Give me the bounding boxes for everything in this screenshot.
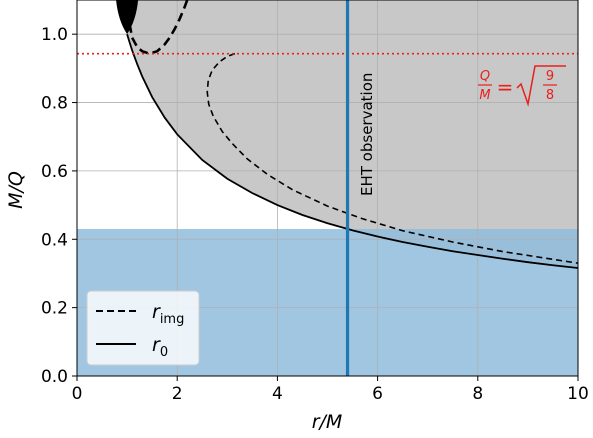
r-img-curve — [128, 0, 189, 56]
annotation-fraction-denominator: M — [479, 88, 490, 103]
grid-lines — [77, 0, 578, 376]
y-tick-label: 0.6 — [41, 162, 68, 182]
plot-frame — [76, 0, 579, 377]
black-region — [116, 0, 139, 35]
tick-labels: 0 2 4 6 8 10 0.0 0.2 0.4 0.6 0.8 1.0 — [41, 25, 589, 404]
charge-ratio-annotation: Q M = 9 8 — [478, 65, 566, 107]
x-tick-label: 0 — [72, 384, 83, 404]
y-tick-label: 0.2 — [41, 299, 68, 319]
x-tick-label: 2 — [172, 384, 183, 404]
legend: rimg r0 — [86, 290, 200, 366]
annotation-sqrt-denominator: 8 — [546, 88, 554, 103]
eht-observation-label: EHT observation — [358, 73, 376, 196]
x-tick-label: 8 — [472, 384, 483, 404]
annotation-equals: = — [497, 75, 514, 99]
curves — [126, 0, 578, 269]
y-tick-label: 0.8 — [41, 94, 68, 114]
axes — [72, 0, 579, 381]
reference-lines — [77, 0, 578, 376]
legend-r-img: rimg — [152, 301, 184, 327]
r-img-curve — [206, 52, 578, 264]
legend-r-0: r0 — [152, 334, 168, 360]
y-axis-label: M/Q — [5, 171, 27, 209]
gray-region — [127, 0, 578, 268]
r0-curve — [126, 33, 578, 269]
y-tick-label: 1.0 — [41, 25, 68, 45]
x-tick-label: 4 — [272, 384, 283, 404]
y-tick-label: 0.0 — [41, 367, 68, 387]
y-tick-label: 0.4 — [41, 230, 68, 250]
annotation-sqrt-sign — [516, 65, 566, 107]
legend-box — [86, 290, 200, 366]
x-tick-label: 10 — [567, 384, 589, 404]
x-tick-label: 6 — [372, 384, 383, 404]
x-axis-label: r/M — [312, 411, 343, 433]
annotation-fraction-numerator: Q — [480, 69, 490, 84]
annotation-sqrt-numerator: 9 — [546, 69, 554, 84]
